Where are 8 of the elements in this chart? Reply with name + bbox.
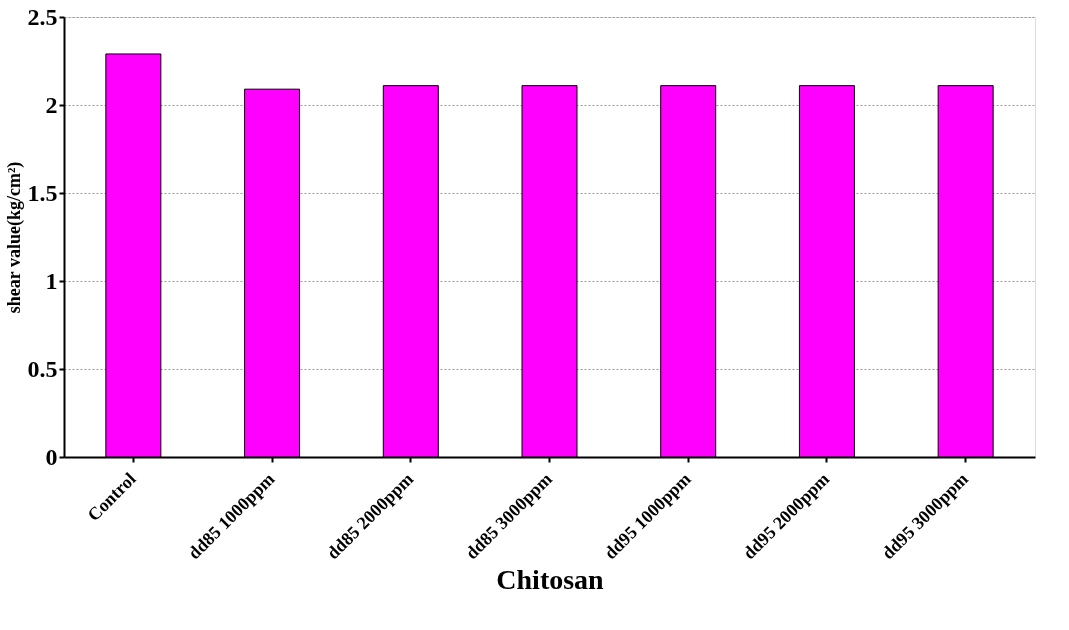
y-tick-label: 1.5: [27, 179, 58, 206]
x-axis-title: Chitosan: [496, 564, 605, 596]
y-tick-label: 2.5: [27, 3, 58, 30]
y-tick-label: 1: [45, 267, 58, 294]
y-axis-title: shear value(kg/cm²): [3, 161, 25, 314]
y-tick-label: 2: [45, 91, 58, 118]
y-tick-label: 0.5: [27, 355, 58, 382]
y-tick-label: 0: [45, 443, 58, 470]
